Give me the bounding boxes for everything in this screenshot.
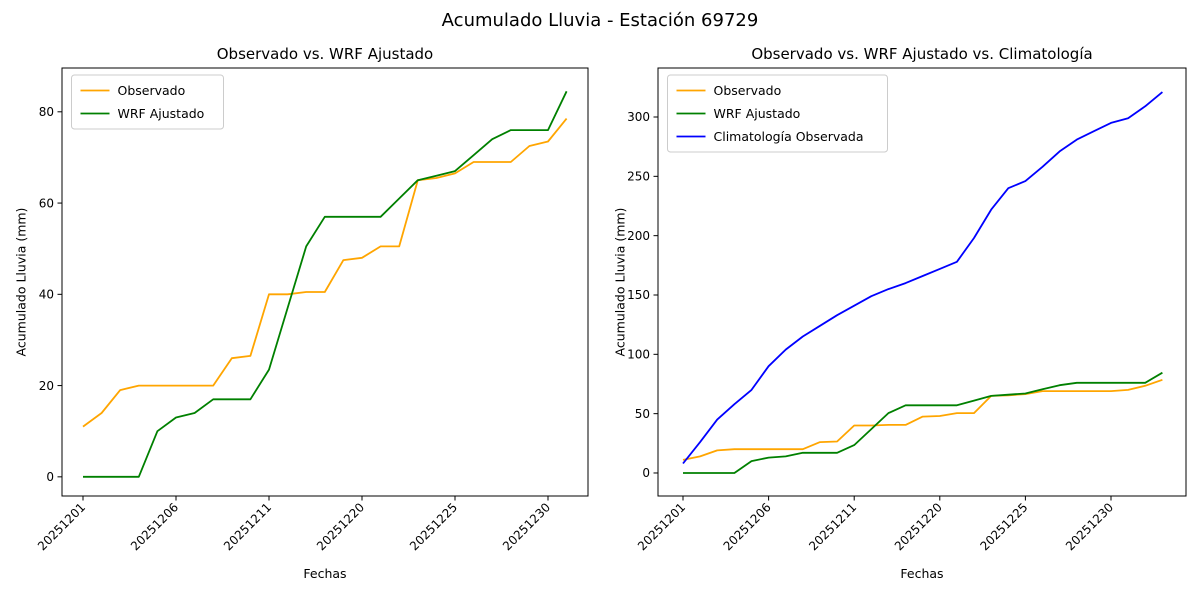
y-tick-label: 80 xyxy=(39,105,54,119)
series-line-climatologia-observada xyxy=(682,91,1163,465)
y-tick-label: 200 xyxy=(627,229,650,243)
x-tick-label: 20251225 xyxy=(407,500,460,553)
x-tick-label: 20251211 xyxy=(221,500,274,553)
legend-label-wrf-ajustado: WRF Ajustado xyxy=(714,106,801,121)
left-subplot-title: Observado vs. WRF Ajustado xyxy=(216,45,434,63)
x-tick-label: 20251230 xyxy=(500,500,553,553)
x-tick-label: 20251225 xyxy=(977,500,1030,553)
legend-box xyxy=(667,74,888,153)
legend-label-observado: Observado xyxy=(714,83,782,98)
x-tick-label: 20251206 xyxy=(128,500,181,553)
series-line-wrf-ajustado xyxy=(683,371,1163,474)
x-tick-label: 20251220 xyxy=(314,500,367,553)
x-tick-label: 20251206 xyxy=(721,500,774,553)
series-line-observado xyxy=(682,378,1163,461)
legend-label-observado: Observado xyxy=(118,83,186,98)
y-tick-label: 50 xyxy=(635,407,650,421)
figure-title: Acumulado Lluvia - Estación 69729 xyxy=(441,10,759,31)
left-y-axis-label: Acumulado Lluvia (mm) xyxy=(13,207,29,357)
right-subplot-title: Observado vs. WRF Ajustado vs. Climatolo… xyxy=(751,45,1093,63)
x-tick-label: 20251230 xyxy=(1063,500,1116,553)
right-x-axis-label: Fechas xyxy=(900,566,944,581)
legend-label-wrf-ajustado: WRF Ajustado xyxy=(118,106,205,121)
x-tick-label: 20251211 xyxy=(806,500,859,553)
x-tick-label: 20251201 xyxy=(635,500,688,553)
x-tick-label: 20251201 xyxy=(35,500,88,553)
left-x-axis-label: Fechas xyxy=(303,566,347,581)
plot-area-border xyxy=(61,67,589,497)
y-tick-label: 0 xyxy=(46,470,54,484)
plot-area-border xyxy=(657,67,1187,497)
y-tick-label: 250 xyxy=(627,170,650,184)
series-line-observado xyxy=(82,118,568,428)
y-tick-label: 0 xyxy=(642,466,650,480)
series-line-wrf-ajustado xyxy=(83,90,568,478)
y-tick-label: 60 xyxy=(39,196,54,210)
x-tick-label: 20251220 xyxy=(892,500,945,553)
y-tick-label: 100 xyxy=(627,348,650,362)
y-tick-label: 150 xyxy=(627,288,650,302)
legend-label-climatologia-observada: Climatología Observada xyxy=(714,129,864,144)
y-tick-label: 20 xyxy=(39,379,54,393)
y-tick-label: 300 xyxy=(627,110,650,124)
right-y-axis-label: Acumulado Lluvia (mm) xyxy=(612,207,628,357)
legend-box xyxy=(71,74,224,130)
y-tick-label: 40 xyxy=(39,288,54,302)
